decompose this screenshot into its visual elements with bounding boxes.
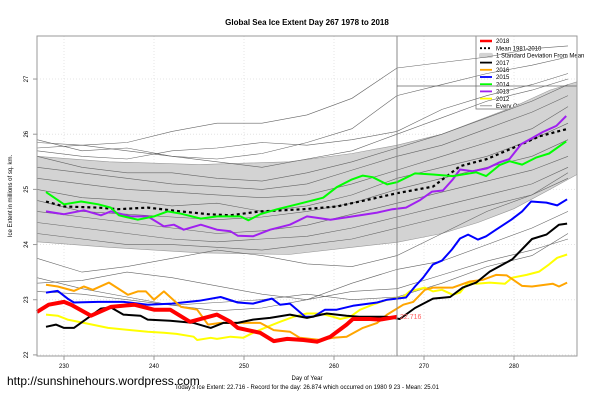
- y-tick-label: 27: [24, 75, 30, 82]
- other-year-line: [36, 84, 569, 182]
- other-years-lines: [36, 45, 569, 312]
- legend-label: Mean 1981-2010: [496, 46, 542, 52]
- highlight-series: [35, 115, 568, 344]
- x-tick-label: 270: [419, 364, 430, 370]
- other-year-line: [36, 45, 569, 146]
- current-day-markers: [396, 36, 577, 356]
- legend-label: 2012: [496, 97, 510, 103]
- x-axis-label: Day of Year: [291, 376, 322, 382]
- other-year-line: [36, 122, 569, 212]
- legend-label: 2017: [496, 61, 510, 67]
- plot-frame: [36, 35, 578, 357]
- other-year-line: [36, 156, 569, 234]
- axes: 230 240 250 260 270 280 22 23 24 25 26 27: [24, 75, 520, 370]
- other-year-line: [36, 238, 569, 312]
- footer-stats: Today's Ice Extent: 22.716 - Record for …: [175, 385, 440, 391]
- y-axis-label: Ice Extent in millions of sq. km.: [8, 154, 14, 237]
- chart-title: Global Sea Ice Extent Day 267 1978 to 20…: [225, 18, 389, 27]
- legend-label: 2016: [496, 68, 510, 74]
- x-tick-label: 260: [329, 364, 340, 370]
- series-line-2015: [45, 198, 568, 318]
- y-tick-label: 22: [24, 351, 30, 358]
- current-value-label: 22.716: [400, 314, 422, 321]
- series-line-mean-1981-2010: [45, 128, 567, 217]
- other-year-line: [36, 167, 569, 243]
- series-line-2012: [45, 253, 568, 341]
- other-year-line: [36, 56, 569, 160]
- watermark-url: http://sunshinehours.wordpress.com: [7, 374, 200, 388]
- x-tick-label: 280: [509, 364, 520, 370]
- other-year-line: [36, 178, 569, 251]
- other-year-line: [36, 106, 569, 199]
- legend-label: 2014: [496, 82, 510, 88]
- series-line-2018: [35, 299, 398, 344]
- x-tick-label: 230: [59, 364, 70, 370]
- other-year-line: [36, 233, 569, 306]
- x-tick-label: 240: [149, 364, 160, 370]
- y-tick-label: 26: [24, 130, 30, 137]
- other-year-line: [36, 172, 569, 273]
- other-year-line: [36, 95, 569, 190]
- y-tick-label: 24: [24, 241, 30, 248]
- other-year-line: [36, 78, 569, 168]
- legend-label: 2015: [496, 75, 510, 81]
- series-line-2013: [45, 115, 567, 238]
- legend-label: 2013: [496, 90, 510, 96]
- legend-label: 2018: [496, 39, 510, 45]
- x-tick-label: 250: [239, 364, 250, 370]
- y-tick-label: 23: [24, 296, 30, 303]
- legend-label: 1 Standard Deviation From Mean: [496, 54, 584, 60]
- y-tick-label: 25: [24, 185, 30, 192]
- other-year-line: [36, 73, 569, 160]
- series-line-2014: [45, 140, 567, 222]
